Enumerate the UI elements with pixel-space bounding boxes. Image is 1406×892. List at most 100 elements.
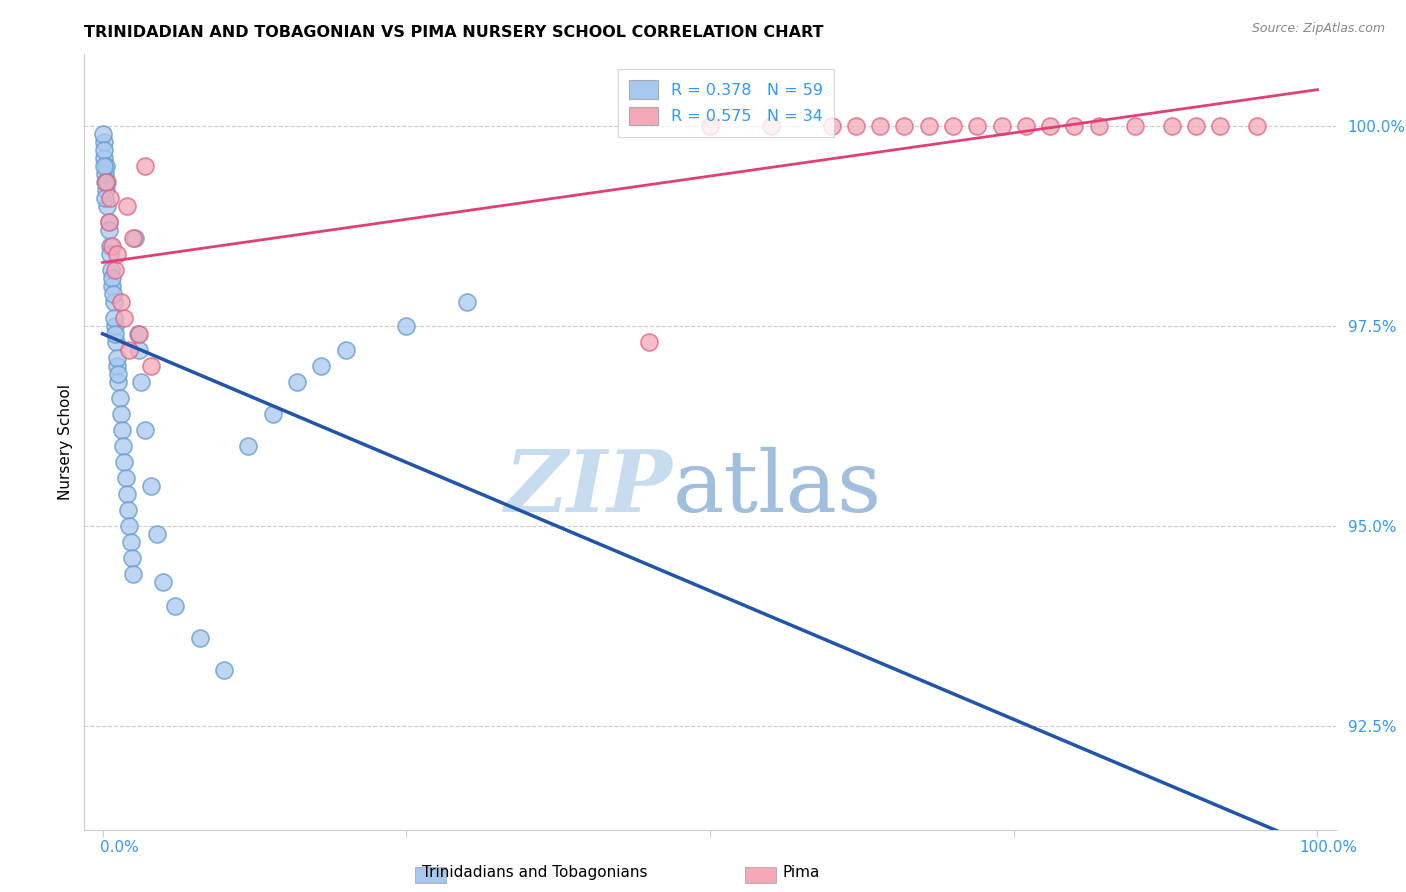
Point: [869, 119, 891, 133]
Point: [122, 566, 145, 581]
Point: [285, 375, 308, 389]
Text: ZIP: ZIP: [505, 446, 672, 530]
Point: [141, 478, 163, 492]
Point: [103, 310, 125, 325]
Point: [131, 375, 153, 389]
Point: [456, 294, 478, 309]
Point: [114, 470, 136, 484]
Point: [96, 182, 118, 196]
Point: [100, 246, 122, 260]
Point: [124, 230, 146, 244]
Point: [165, 599, 187, 613]
Point: [146, 526, 169, 541]
Point: [96, 175, 118, 189]
Point: [1015, 119, 1038, 133]
Point: [114, 310, 136, 325]
Point: [94, 167, 117, 181]
Point: [1185, 119, 1208, 133]
Point: [128, 326, 150, 341]
Point: [309, 359, 332, 373]
Point: [118, 518, 141, 533]
Point: [94, 175, 117, 189]
Point: [91, 127, 114, 141]
Point: [1063, 119, 1085, 133]
Point: [212, 663, 235, 677]
Text: atlas: atlas: [672, 447, 882, 530]
Point: [94, 190, 117, 204]
Point: [105, 246, 128, 260]
Point: [104, 318, 127, 333]
Point: [918, 119, 941, 133]
Point: [699, 119, 721, 133]
Point: [105, 351, 128, 365]
Point: [110, 407, 132, 421]
Point: [1160, 119, 1182, 133]
Point: [104, 326, 127, 341]
Point: [638, 334, 661, 349]
Point: [121, 550, 143, 565]
Point: [1209, 119, 1232, 133]
Point: [134, 423, 156, 437]
Point: [97, 214, 120, 228]
Text: 0.0%: 0.0%: [100, 840, 139, 855]
Point: [1088, 119, 1111, 133]
Point: [93, 159, 115, 173]
Text: 100.0%: 100.0%: [1299, 840, 1358, 855]
Point: [97, 214, 120, 228]
Point: [101, 278, 124, 293]
Point: [114, 454, 136, 468]
Text: Trinidadians and Tobagonians: Trinidadians and Tobagonians: [422, 865, 647, 880]
Text: Pima: Pima: [783, 865, 820, 880]
Point: [105, 359, 128, 373]
Point: [1123, 119, 1146, 133]
Point: [98, 222, 121, 236]
Text: TRINIDADIAN AND TOBAGONIAN VS PIMA NURSERY SCHOOL CORRELATION CHART: TRINIDADIAN AND TOBAGONIAN VS PIMA NURSE…: [84, 25, 824, 40]
Point: [238, 438, 260, 452]
Point: [108, 391, 131, 405]
Point: [820, 119, 842, 133]
Point: [262, 407, 284, 421]
Point: [122, 230, 145, 244]
Point: [117, 502, 139, 516]
Point: [152, 574, 174, 589]
Point: [111, 423, 134, 437]
Point: [115, 198, 138, 212]
Point: [1039, 119, 1062, 133]
Point: [100, 262, 122, 277]
Point: [112, 438, 135, 452]
Point: [118, 343, 141, 357]
Point: [98, 238, 121, 252]
Point: [335, 343, 357, 357]
Y-axis label: Nursery School: Nursery School: [58, 384, 73, 500]
Point: [100, 270, 122, 285]
Point: [93, 135, 115, 149]
Point: [1246, 119, 1268, 133]
Point: [120, 534, 142, 549]
Text: Source: ZipAtlas.com: Source: ZipAtlas.com: [1251, 22, 1385, 36]
Point: [101, 286, 124, 301]
Point: [96, 198, 118, 212]
Point: [94, 159, 117, 173]
Point: [128, 343, 150, 357]
Point: [395, 318, 418, 333]
Point: [141, 359, 163, 373]
Point: [110, 294, 132, 309]
Point: [96, 175, 118, 189]
Point: [759, 119, 782, 133]
Point: [942, 119, 965, 133]
Point: [107, 375, 129, 389]
Point: [990, 119, 1012, 133]
Legend: R = 0.378   N = 59, R = 0.575   N = 34: R = 0.378 N = 59, R = 0.575 N = 34: [617, 70, 834, 136]
Point: [93, 143, 115, 157]
Point: [134, 159, 156, 173]
Point: [115, 486, 138, 500]
Point: [104, 334, 127, 349]
Point: [93, 151, 115, 165]
Point: [127, 326, 149, 341]
Point: [893, 119, 915, 133]
Point: [103, 294, 125, 309]
Point: [104, 262, 127, 277]
Point: [188, 631, 211, 645]
Point: [101, 238, 124, 252]
Point: [966, 119, 988, 133]
